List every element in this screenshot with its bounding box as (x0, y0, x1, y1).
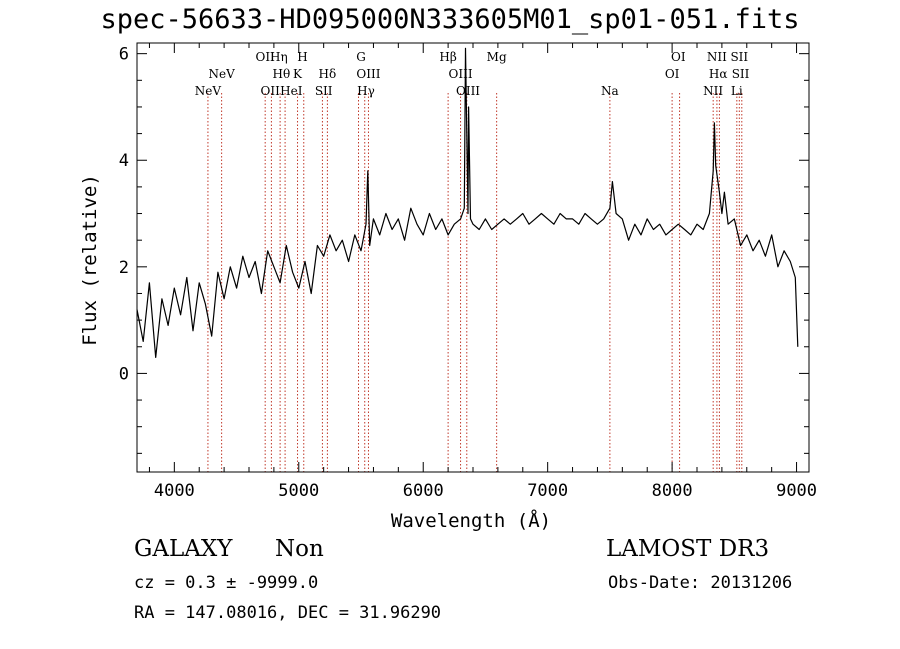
emission-line-label: NII (703, 84, 723, 98)
emission-line-label: Li (731, 84, 743, 98)
spectrum-series (136, 47, 799, 358)
emission-line-label: G (356, 50, 366, 64)
x-tick-label: 8000 (652, 481, 693, 501)
coordinates-readout: RA = 147.08016, DEC = 31.96290 (134, 603, 442, 623)
axis-ticks: 4000 5000 6000 7000 8000 9000 0 2 4 6 (119, 43, 817, 501)
emission-line-label: OIII (456, 84, 480, 98)
y-tick-label: 6 (119, 45, 129, 65)
plot-border (136, 42, 810, 473)
y-tick-label: 2 (119, 258, 129, 278)
emission-line-label: Hγ (357, 84, 375, 98)
emission-line-label: SII (730, 50, 748, 64)
emission-line-label: NeV (208, 67, 235, 81)
observation-date: Obs-Date: 20131206 (608, 573, 793, 593)
plot-frame (136, 42, 810, 473)
emission-line-label: Hδ (319, 67, 337, 81)
emission-line-label: OII (260, 84, 280, 98)
emission-line-label: OIII (449, 67, 473, 81)
object-class: GALAXY (134, 536, 233, 562)
emission-line-label: NII (707, 50, 727, 64)
emission-line-label: Hθ (273, 67, 291, 81)
emission-line-label: SII (732, 67, 750, 81)
emission-line-label: SII (315, 84, 333, 98)
emission-line-markers (207, 93, 743, 472)
object-subclass: Non (275, 536, 324, 562)
emission-line-label: Mg (487, 50, 507, 64)
x-tick-label: 7000 (527, 481, 568, 501)
emission-line-label: K (293, 67, 303, 81)
x-tick-label: 4000 (154, 481, 195, 501)
x-tick-label: 5000 (278, 481, 319, 501)
emission-line-label: OI (671, 50, 686, 64)
x-axis-label: Wavelength (Å) (390, 510, 552, 532)
emission-line-label: Hη (270, 50, 288, 64)
chart-title: spec-56633-HD095000N333605M01_sp01-051.f… (100, 4, 800, 35)
emission-line-label: NeV (195, 84, 222, 98)
y-tick-label: 0 (119, 364, 129, 384)
emission-line-label: HeI (280, 84, 303, 98)
survey-name: LAMOST DR3 (606, 536, 770, 562)
spectrum-line (136, 47, 799, 358)
x-tick-label: 9000 (776, 481, 817, 501)
emission-line-label: H (297, 50, 307, 64)
emission-line-label: Hα (709, 67, 728, 81)
y-tick-label: 4 (119, 151, 129, 171)
x-tick-label: 6000 (403, 481, 444, 501)
emission-line-label: OIII (356, 67, 380, 81)
emission-line-label: Na (601, 84, 619, 98)
emission-line-label: Hβ (439, 50, 456, 64)
emission-line-label: OI (665, 67, 680, 81)
redshift-readout: cz = 0.3 ± -9999.0 (134, 573, 319, 593)
emission-line-label: OII (256, 50, 276, 64)
